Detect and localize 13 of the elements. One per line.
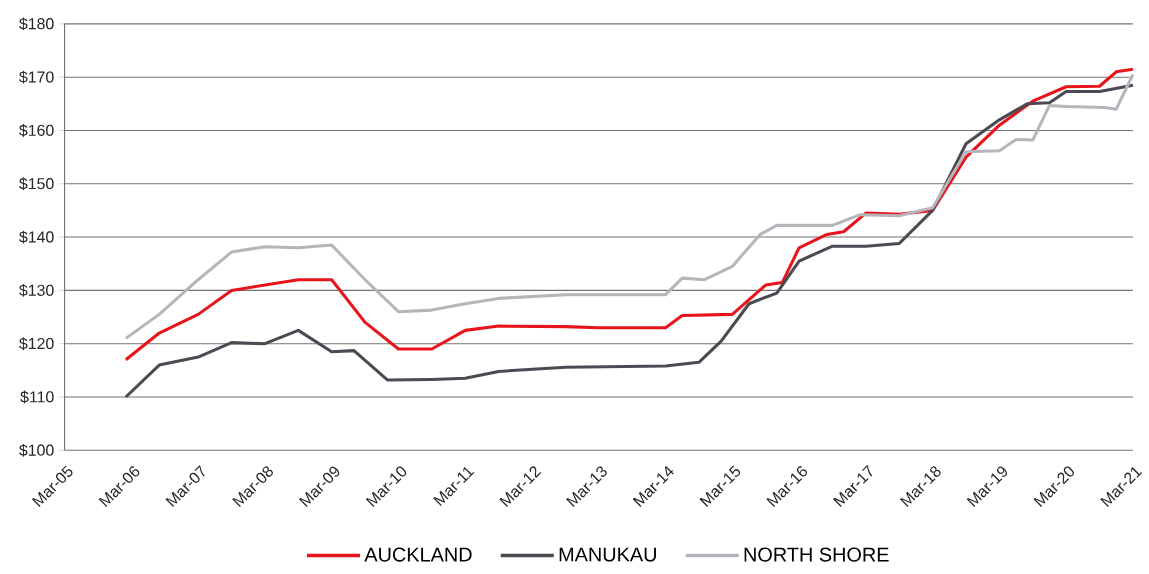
y-tick-label: $110 [20, 390, 54, 404]
y-tick-label: $150 [19, 177, 54, 191]
y-tick-label: $100 [19, 444, 54, 457]
y-tick-label: $120 [19, 337, 54, 351]
y-tick-label: $180 [19, 17, 54, 31]
line-series [124, 83, 1135, 399]
y-tick-label: $130 [19, 284, 54, 298]
legend-label: NORTH SHORE [744, 547, 889, 562]
y-tick-label: $140 [19, 230, 54, 244]
legend-label: AUCKLAND [364, 547, 472, 562]
y-tick-label: $160 [19, 124, 54, 138]
legend-label: MANUKAU [559, 547, 656, 562]
y-tick-label: $170 [19, 70, 54, 84]
